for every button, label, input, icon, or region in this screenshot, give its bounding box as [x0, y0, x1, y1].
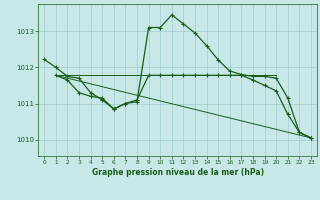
X-axis label: Graphe pression niveau de la mer (hPa): Graphe pression niveau de la mer (hPa)	[92, 168, 264, 177]
